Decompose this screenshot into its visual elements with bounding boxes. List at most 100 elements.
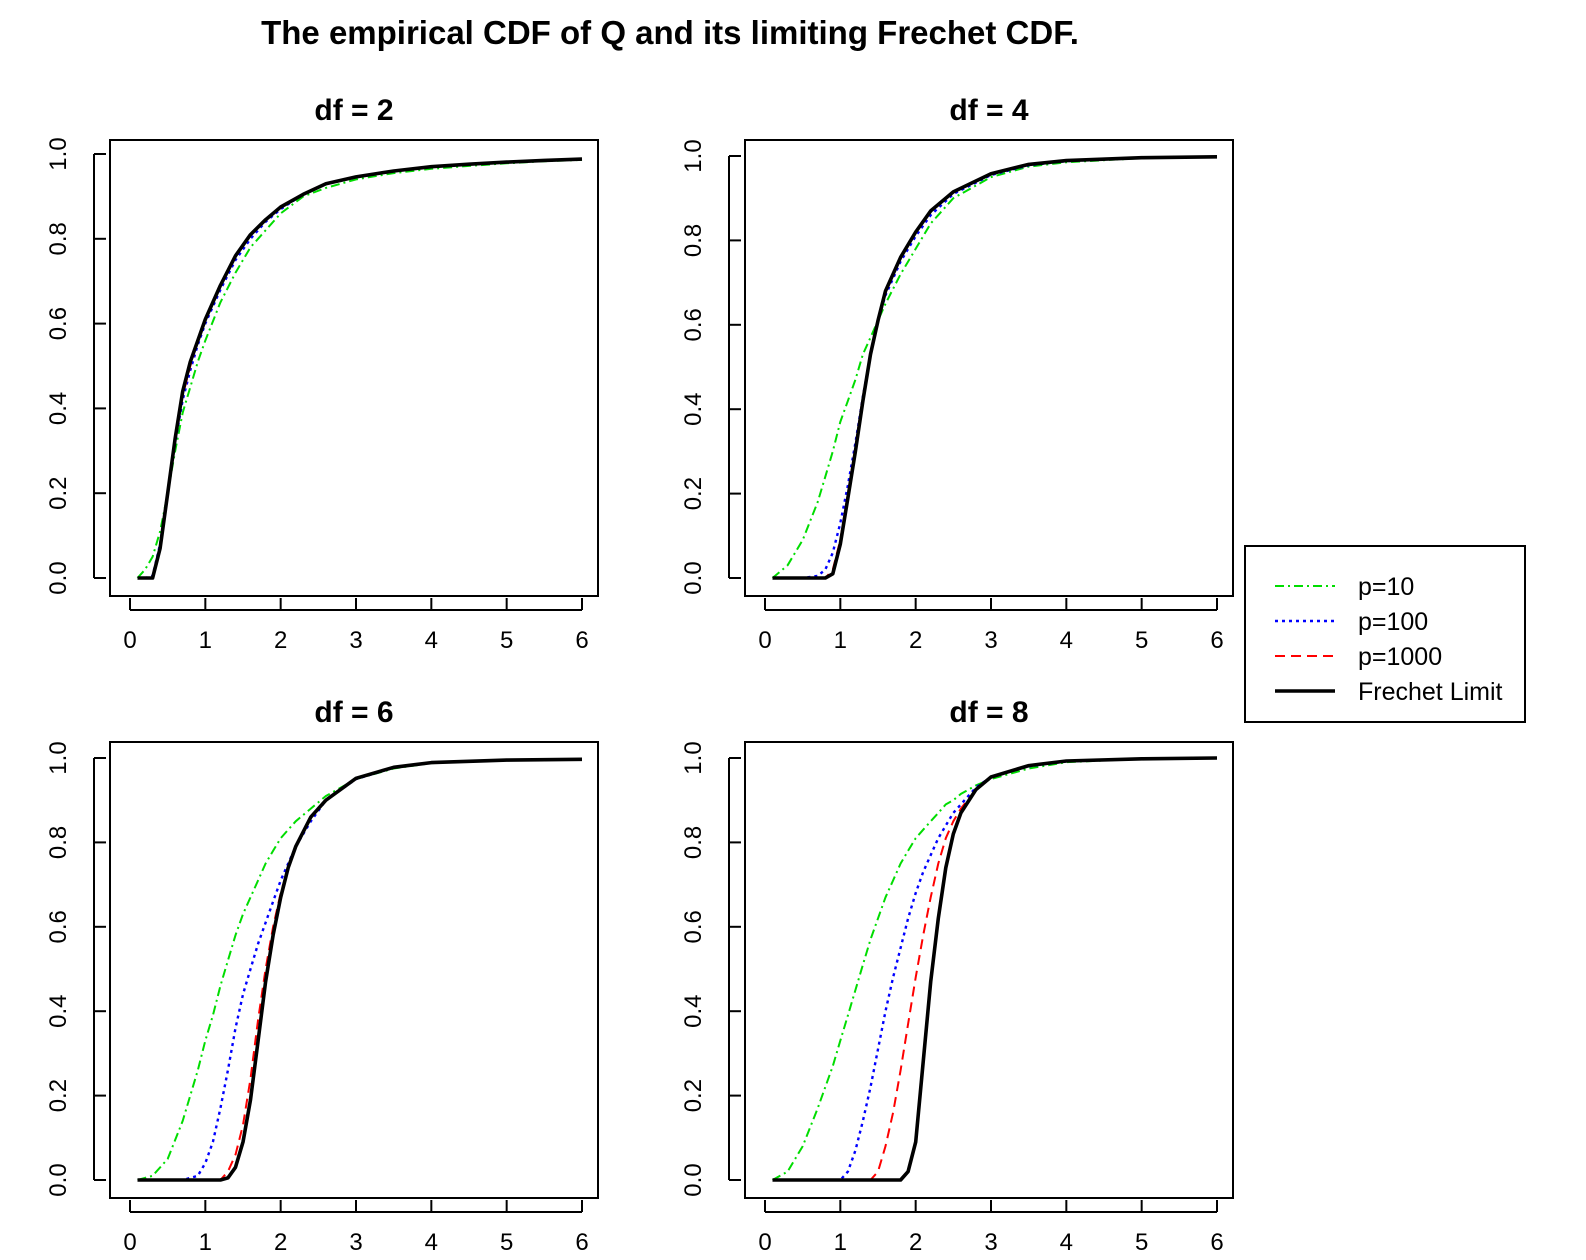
x-tick-label: 5	[1135, 627, 1148, 654]
y-tick-label: 0.0	[680, 1163, 707, 1196]
y-axis: 0.0 0.2 0.4 0.6 0.8 1.0	[45, 741, 106, 1197]
x-tick-label: 6	[575, 627, 588, 654]
legend-entry: p=1000	[1275, 643, 1442, 671]
x-tick-label: 2	[909, 1229, 922, 1256]
y-tick-label: 1.0	[45, 741, 72, 774]
series-line-p-100	[772, 756, 1218, 1182]
series-line-p-100	[137, 157, 583, 580]
legend-entry: Frechet Limit	[1275, 678, 1503, 706]
series-line-p-10	[771, 155, 1218, 579]
y-tick-label: 1.0	[45, 137, 72, 170]
x-axis: 0 1 2 3 4 5 6	[123, 1200, 589, 1256]
y-tick-label: 0.8	[680, 224, 707, 257]
panel-title: df = 2	[314, 94, 393, 127]
x-tick-label: 5	[1135, 1229, 1148, 1256]
y-tick-label: 0.6	[680, 910, 707, 943]
x-tick-label: 6	[1210, 1229, 1223, 1256]
plot-frame	[109, 741, 599, 1199]
x-tick-label: 2	[274, 627, 287, 654]
x-tick-label: 3	[349, 1229, 362, 1256]
series-group	[772, 756, 1218, 1182]
y-axis: 0.0 0.2 0.4 0.6 0.8 1.0	[680, 139, 741, 595]
series-line-frechet-limit	[137, 157, 583, 580]
legend-label: p=1000	[1358, 643, 1442, 671]
x-tick-label: 6	[1210, 627, 1223, 654]
x-tick-label: 0	[123, 627, 136, 654]
plot-frame	[744, 741, 1234, 1199]
x-axis: 0 1 2 3 4 5 6	[758, 598, 1224, 654]
y-tick-label: 0.0	[45, 1163, 72, 1196]
legend-label: p=10	[1358, 573, 1414, 601]
series-line-p-10	[137, 758, 583, 1181]
y-tick-label: 0.2	[45, 1079, 72, 1112]
x-tick-label: 2	[274, 1229, 287, 1256]
series-line-p-1000	[772, 757, 1218, 1181]
legend-entry: p=10	[1275, 573, 1414, 601]
legend-entries: p=10 p=100 p=1000 Frechet Limit	[1275, 573, 1503, 706]
x-tick-label: 0	[758, 1229, 771, 1256]
x-tick-label: 1	[834, 627, 847, 654]
x-tick-label: 1	[834, 1229, 847, 1256]
x-tick-label: 3	[984, 627, 997, 654]
y-axis: 0.0 0.2 0.4 0.6 0.8 1.0	[680, 741, 741, 1197]
x-tick-label: 3	[984, 1229, 997, 1256]
x-tick-label: 2	[909, 627, 922, 654]
x-tick-label: 5	[500, 627, 513, 654]
panel-title: df = 8	[949, 696, 1028, 729]
panel-1: df = 2 0 1 2 3 4 5 6 0.0 0.2 0.4 0.6 0.8 1.0	[45, 94, 599, 654]
plot-frame	[109, 139, 599, 597]
x-tick-label: 0	[123, 1229, 136, 1256]
panel-4: df = 8 0 1 2 3 4 5 6 0.0 0.2 0.4 0.6 0.8 1.0	[680, 696, 1234, 1256]
x-tick-label: 5	[500, 1229, 513, 1256]
legend-label: p=100	[1358, 608, 1428, 636]
y-tick-label: 0.0	[680, 561, 707, 594]
panel-3: df = 6 0 1 2 3 4 5 6 0.0 0.2 0.4 0.6 0.8 1.0	[45, 696, 599, 1256]
y-tick-label: 0.6	[45, 307, 72, 340]
x-tick-label: 0	[758, 627, 771, 654]
series-line-frechet-limit	[772, 756, 1218, 1182]
x-tick-label: 4	[425, 1229, 438, 1256]
panel-title: df = 6	[314, 696, 393, 729]
figure-title: The empirical CDF of Q and its limiting …	[261, 14, 1079, 51]
y-tick-label: 0.4	[45, 995, 72, 1028]
y-tick-label: 0.4	[680, 995, 707, 1028]
y-tick-label: 0.2	[680, 477, 707, 510]
legend-label: Frechet Limit	[1358, 678, 1503, 706]
y-tick-label: 0.4	[680, 393, 707, 426]
panels: df = 2 0 1 2 3 4 5 6 0.0 0.2 0.4 0.6 0.8 1.0 df = 4 0 1 2…	[45, 94, 1234, 1256]
y-tick-label: 0.2	[45, 477, 72, 510]
y-tick-label: 0.6	[680, 308, 707, 341]
y-tick-label: 0.6	[45, 910, 72, 943]
y-axis: 0.0 0.2 0.4 0.6 0.8 1.0	[45, 137, 106, 595]
x-axis: 0 1 2 3 4 5 6	[758, 1200, 1224, 1256]
series-line-p-10	[772, 757, 1218, 1181]
y-tick-label: 1.0	[680, 741, 707, 774]
x-tick-label: 4	[1060, 627, 1073, 654]
series-group	[137, 757, 583, 1182]
series-group	[136, 157, 583, 580]
x-tick-label: 3	[349, 627, 362, 654]
panel-2: df = 4 0 1 2 3 4 5 6 0.0 0.2 0.4 0.6 0.8 1.0	[680, 94, 1234, 654]
x-tick-label: 1	[199, 627, 212, 654]
series-line-frechet-limit	[137, 757, 583, 1182]
y-tick-label: 1.0	[680, 139, 707, 172]
panel-title: df = 4	[949, 94, 1029, 127]
x-tick-label: 4	[425, 627, 438, 654]
series-line-p-100	[772, 155, 1218, 580]
series-line-p-10	[136, 158, 583, 579]
y-tick-label: 0.4	[45, 392, 72, 425]
series-line-p-1000	[137, 158, 583, 579]
legend-entry: p=100	[1275, 608, 1428, 636]
y-tick-label: 0.2	[680, 1079, 707, 1112]
x-tick-label: 4	[1060, 1229, 1073, 1256]
series-group	[771, 155, 1218, 580]
x-tick-label: 6	[575, 1229, 588, 1256]
series-line-frechet-limit	[772, 155, 1218, 580]
series-line-p-1000	[772, 155, 1218, 579]
y-tick-label: 0.8	[45, 826, 72, 859]
y-tick-label: 0.8	[680, 826, 707, 859]
plot-frame	[744, 139, 1234, 597]
x-tick-label: 1	[199, 1229, 212, 1256]
legend: p=10 p=100 p=1000 Frechet Limit	[1244, 545, 1526, 723]
